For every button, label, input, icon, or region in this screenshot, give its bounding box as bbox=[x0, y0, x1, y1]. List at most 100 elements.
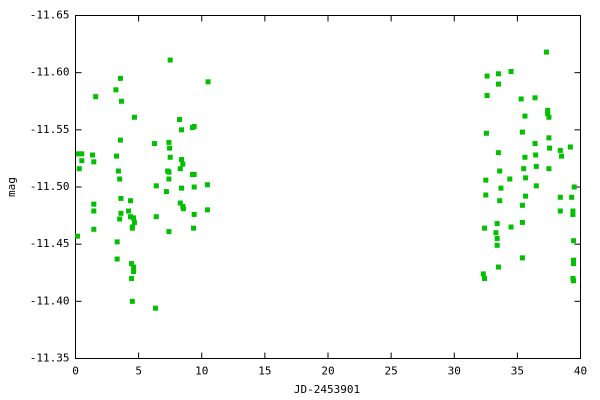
point bbox=[569, 194, 575, 200]
y-axis-label: mag bbox=[5, 177, 18, 197]
x-tick-label: 15 bbox=[258, 365, 271, 378]
point bbox=[93, 94, 99, 100]
point bbox=[118, 195, 124, 201]
point bbox=[179, 185, 185, 191]
point bbox=[495, 71, 501, 77]
point bbox=[180, 206, 186, 212]
point bbox=[532, 141, 538, 147]
point bbox=[191, 225, 197, 231]
y-tick-label: -11.45 bbox=[30, 237, 70, 250]
point bbox=[571, 257, 577, 263]
x-tick-label: 5 bbox=[135, 365, 142, 378]
point bbox=[91, 226, 97, 232]
point bbox=[482, 275, 488, 281]
point bbox=[545, 111, 551, 117]
point bbox=[204, 182, 210, 188]
point bbox=[205, 79, 211, 85]
point bbox=[117, 216, 123, 222]
point bbox=[494, 235, 500, 241]
point bbox=[177, 117, 183, 123]
point bbox=[570, 208, 576, 214]
point bbox=[522, 154, 528, 160]
point bbox=[483, 130, 489, 136]
point bbox=[191, 171, 197, 177]
point bbox=[522, 113, 528, 119]
point bbox=[191, 211, 197, 217]
point bbox=[557, 208, 563, 214]
point bbox=[191, 184, 197, 190]
y-tick-label: -11.40 bbox=[30, 294, 70, 307]
point bbox=[493, 230, 499, 236]
point bbox=[129, 298, 135, 304]
point bbox=[519, 219, 525, 225]
point bbox=[571, 184, 577, 190]
point bbox=[519, 202, 525, 208]
point bbox=[118, 98, 124, 104]
point bbox=[484, 93, 490, 99]
point bbox=[546, 166, 552, 172]
point bbox=[523, 175, 529, 181]
point bbox=[75, 233, 81, 239]
point bbox=[128, 214, 134, 220]
y-tick-label: -11.60 bbox=[30, 66, 70, 79]
point bbox=[559, 153, 565, 159]
point bbox=[117, 75, 123, 81]
point bbox=[166, 139, 172, 145]
point bbox=[508, 69, 514, 75]
point bbox=[129, 275, 135, 281]
point bbox=[494, 242, 500, 248]
point bbox=[533, 163, 539, 169]
y-tick-label: -11.65 bbox=[30, 9, 70, 22]
point bbox=[91, 201, 97, 207]
point bbox=[567, 144, 573, 150]
point bbox=[79, 158, 85, 164]
point bbox=[570, 211, 576, 217]
point bbox=[115, 168, 121, 174]
point bbox=[546, 114, 552, 120]
point bbox=[546, 135, 552, 141]
point bbox=[129, 225, 135, 231]
point bbox=[114, 239, 120, 245]
point bbox=[498, 185, 504, 191]
point bbox=[519, 255, 525, 261]
point bbox=[126, 208, 132, 214]
point bbox=[79, 151, 85, 157]
plot-frame bbox=[75, 15, 581, 359]
point bbox=[480, 271, 486, 277]
point bbox=[117, 137, 123, 143]
point bbox=[204, 207, 210, 213]
point bbox=[113, 87, 119, 93]
point bbox=[521, 166, 527, 172]
point bbox=[533, 183, 539, 189]
point bbox=[497, 198, 503, 204]
point bbox=[518, 96, 524, 102]
point bbox=[179, 127, 185, 133]
x-tick-label: 0 bbox=[72, 365, 79, 378]
point bbox=[571, 261, 577, 267]
point bbox=[153, 183, 159, 189]
point bbox=[519, 129, 525, 135]
point bbox=[507, 176, 513, 182]
point bbox=[557, 147, 563, 153]
point bbox=[483, 177, 489, 183]
point bbox=[180, 161, 186, 167]
point bbox=[114, 256, 120, 262]
point bbox=[167, 145, 173, 151]
point bbox=[90, 152, 96, 158]
x-tick-label: 40 bbox=[574, 365, 587, 378]
point bbox=[543, 49, 549, 55]
point bbox=[166, 229, 172, 235]
point bbox=[571, 278, 577, 284]
point bbox=[557, 194, 563, 200]
point bbox=[532, 95, 538, 101]
point bbox=[191, 123, 197, 129]
x-axis-label: JD-2453901 bbox=[294, 383, 360, 396]
point bbox=[91, 208, 97, 214]
point bbox=[545, 107, 551, 113]
point bbox=[131, 269, 137, 275]
point bbox=[533, 152, 539, 158]
point bbox=[571, 238, 577, 244]
point bbox=[547, 145, 553, 151]
point bbox=[131, 264, 137, 270]
